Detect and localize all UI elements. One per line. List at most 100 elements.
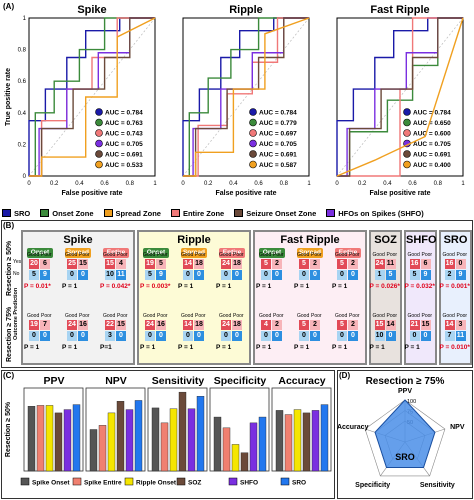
bar-legend-label: Spike Onset <box>32 480 70 487</box>
bar <box>293 409 302 472</box>
matrix-cell: 15 <box>374 320 385 330</box>
matrix-cell: 0 <box>194 270 204 280</box>
matrix-cell: 0 <box>272 331 282 341</box>
bar <box>169 408 178 472</box>
x-tick-label: 0.4 <box>229 181 238 187</box>
p-value: P = 0.032* <box>404 283 435 290</box>
matrix-cell: 0 <box>299 331 309 341</box>
matrix-cell: 0 <box>272 270 282 280</box>
auc-marker <box>403 129 411 137</box>
matrix-cell: 0 <box>116 331 126 341</box>
p-value: P = 0.001* <box>439 283 470 290</box>
metrics-bar-chart: Resection ≥ 50% PPV NPV Sensitivity Specific… <box>5 375 332 487</box>
good-label: Good <box>181 313 194 319</box>
roc-series-line <box>29 17 155 177</box>
group-shfo: SHFO <box>404 230 437 365</box>
x-tick-label: 0.4 <box>383 181 392 187</box>
poor-label: Poor <box>456 252 468 258</box>
poor-label: Poor <box>233 313 244 319</box>
bar-category-label: Accuracy <box>278 375 325 387</box>
x-tick-label: 0 <box>335 181 339 187</box>
matrix-cell: 1 <box>374 270 385 280</box>
matrix-cell: 24 <box>67 320 77 330</box>
matrix-cell: 19 <box>145 259 155 269</box>
bar-category-label: Sensitivity <box>152 375 205 387</box>
matrix-cell: 2 <box>272 320 282 330</box>
y-tick-label: 0 <box>23 174 27 180</box>
sub-label-spread: Spread <box>297 248 323 258</box>
p-value: P = 1 <box>178 283 194 290</box>
poor-label: Poor <box>117 313 128 319</box>
auc-label: AUC = 0.743 <box>105 131 143 138</box>
x-tick-label: 1 <box>461 181 465 187</box>
matrix-cell: 24 <box>374 259 385 269</box>
auc-label: AUC = 0.697 <box>259 131 297 138</box>
legend-label: HFOs on Spikes (SHFO) <box>338 208 424 218</box>
panel-label-d: (D) <box>339 371 351 380</box>
matrix-cell: 16 <box>156 320 166 330</box>
matrix-cell: 0 <box>29 331 39 341</box>
row-label-resection-75: Resection ≥ 75% <box>6 306 13 362</box>
matrix-cell: 0 <box>232 270 242 280</box>
p-value: P = 1 <box>294 344 310 351</box>
x-tick-label: 0.6 <box>100 181 109 187</box>
poor-label: Poor <box>79 313 90 319</box>
roc-title: Ripple <box>229 4 263 16</box>
good-label: Good <box>259 252 272 258</box>
bar <box>98 425 107 472</box>
sub-label-onset: Onset <box>143 248 169 258</box>
bar-legend-swatch <box>20 477 30 486</box>
y-axis-label: True positive rate <box>5 68 12 126</box>
bar-category-label: Specificity <box>214 375 267 387</box>
x-axis-label: False positive rate <box>215 190 276 197</box>
good-label: Good <box>143 252 156 258</box>
poor-label: Poor <box>41 252 52 258</box>
bar-legend-label: SHFO <box>240 480 258 487</box>
matrix-cell: 10 <box>374 331 385 341</box>
poor-label: Poor <box>157 252 168 258</box>
matrix-cell: 0 <box>261 270 271 280</box>
matrix-cell: 24 <box>145 320 155 330</box>
sub-label-entire: Entire <box>219 248 245 258</box>
good-label: Good <box>181 252 194 258</box>
bar <box>258 416 267 472</box>
group-title: SRO <box>443 234 468 246</box>
bar <box>107 412 116 472</box>
bar <box>89 429 98 472</box>
poor-label: Poor <box>195 252 206 258</box>
matrix-cell: 5 <box>299 259 309 269</box>
good-label: Good <box>442 252 455 258</box>
roc-plot-fast-ripple: Fast Ripple 0 0.2 0.4 0.6 0.8 1 False positive … <box>335 4 465 197</box>
bar-category-label: NPV <box>105 375 127 387</box>
legend-swatch <box>170 209 180 217</box>
matrix-cell: 5 <box>156 259 166 269</box>
roc-series-line <box>29 17 156 177</box>
auc-marker <box>249 129 257 137</box>
matrix-cell: 0 <box>221 270 231 280</box>
auc-label: AUC = 0.705 <box>259 141 297 148</box>
sub-label-spread: Spread <box>181 248 207 258</box>
radar-title: Resection ≥ 75% <box>366 376 445 387</box>
bar <box>213 416 222 472</box>
matrix-cell: 15 <box>78 259 88 269</box>
auc-label: AUC = 0.779 <box>259 120 297 127</box>
matrix-cell: 10 <box>105 270 115 280</box>
matrix-cell: 4 <box>116 259 126 269</box>
y-tick-label: 1 <box>23 16 27 22</box>
matrix-cell: 0 <box>261 331 271 341</box>
matrix-cell: 5 <box>337 259 347 269</box>
auc-label: AUC = 0.587 <box>259 162 297 169</box>
matrix-cell: 0 <box>145 331 155 341</box>
y-tick-label: 0.6 <box>18 79 27 85</box>
matrix-cell: 18 <box>194 259 204 269</box>
poor-label: Poor <box>311 313 322 319</box>
poor-label: Poor <box>421 252 433 258</box>
legend-swatch <box>2 209 11 217</box>
matrix-cell: 15 <box>105 259 115 269</box>
poor-label: Poor <box>421 313 433 319</box>
matrix-cell: 0 <box>194 331 204 341</box>
p-value: P = 1 <box>294 283 310 290</box>
poor-label: Poor <box>117 252 128 258</box>
bar-y-label: Resection ≥ 50% <box>5 401 12 457</box>
